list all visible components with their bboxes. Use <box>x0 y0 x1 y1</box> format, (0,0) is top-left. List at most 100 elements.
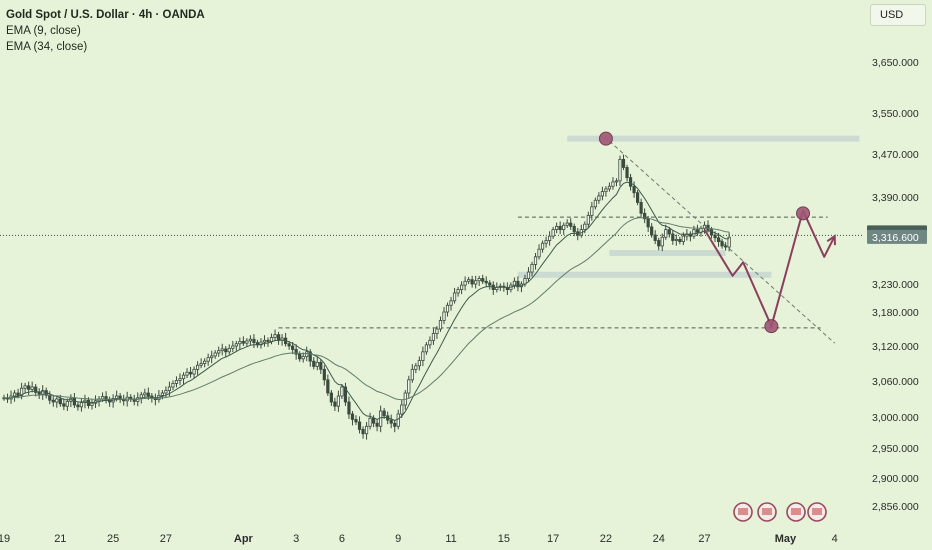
candle-body <box>643 212 647 220</box>
chart-legend: Gold Spot / U.S. Dollar · 4h · OANDA EMA… <box>6 7 205 55</box>
candle-body <box>37 391 41 395</box>
candle-body <box>72 397 76 406</box>
candle-body <box>445 304 450 313</box>
x-axis-label: 11 <box>445 533 456 545</box>
x-axis-label: Apr <box>234 533 254 545</box>
candle-body <box>681 235 685 242</box>
candle-body <box>65 400 69 407</box>
candle-body <box>167 386 172 391</box>
candle-body <box>713 234 717 239</box>
candle-body <box>484 280 488 284</box>
event-flag-icon <box>738 508 748 515</box>
candle-body <box>695 229 700 233</box>
currency-button[interactable]: USD <box>870 4 926 26</box>
candle-body <box>583 223 587 231</box>
candle-body <box>185 371 189 376</box>
candle-body <box>171 382 175 388</box>
candle-body <box>590 206 594 216</box>
x-axis-label: 22 <box>600 533 612 545</box>
candle-body <box>354 419 358 423</box>
candle-body <box>586 215 590 225</box>
ema-9-line <box>3 181 730 421</box>
y-axis-label: 3,060.000 <box>872 376 919 388</box>
candle-body <box>456 289 460 294</box>
candle-body <box>562 224 566 231</box>
candle-body <box>389 419 393 424</box>
candle-body <box>400 404 404 415</box>
candle-body <box>245 340 249 344</box>
candle-body <box>428 339 432 346</box>
candle-body <box>618 158 622 182</box>
candle-body <box>27 385 31 390</box>
x-axis-label: 19 <box>0 533 10 545</box>
candle-body <box>308 351 312 362</box>
candle-body <box>287 343 291 347</box>
projection-path <box>703 209 836 328</box>
candle-body <box>312 360 316 367</box>
y-axis-label: 3,470.000 <box>872 149 919 161</box>
candle-body <box>231 345 235 349</box>
candle-body <box>544 240 548 244</box>
candle-body <box>438 320 443 330</box>
candle-body <box>548 235 552 241</box>
candle-body <box>51 399 55 403</box>
candle-body <box>115 395 119 399</box>
x-axis-label: 4 <box>832 533 838 545</box>
candle-body <box>241 341 245 344</box>
candle-body <box>90 402 94 407</box>
candle-body <box>558 225 562 231</box>
candle-body <box>375 422 379 427</box>
symbol-title[interactable]: Gold Spot / U.S. Dollar · 4h · OANDA <box>6 9 205 21</box>
dashed-trend-line <box>609 140 836 344</box>
x-axis-label: 27 <box>160 533 172 545</box>
candle-body <box>442 311 446 321</box>
candle-body <box>414 365 418 370</box>
candle-body <box>533 256 538 265</box>
candle-body <box>692 229 696 237</box>
ema-fast-label[interactable]: EMA (9, close) <box>6 25 81 37</box>
candle-body <box>664 229 668 238</box>
pivot-marker <box>764 319 779 334</box>
candle-body <box>315 361 319 367</box>
ema-34-line <box>3 217 730 401</box>
ema-slow-label[interactable]: EMA (34, close) <box>6 41 88 53</box>
candle-body <box>364 425 369 435</box>
candle-body <box>671 233 675 241</box>
event-flag-icon <box>791 508 801 515</box>
candle-body <box>593 199 597 208</box>
candle-body <box>62 403 66 407</box>
candle-body <box>724 245 728 248</box>
candle-body <box>650 226 654 236</box>
candle-body <box>407 379 411 394</box>
candle-body <box>463 280 467 286</box>
candle-body <box>199 363 203 366</box>
candle-body <box>174 380 179 384</box>
candle-body <box>540 242 545 250</box>
support-zone <box>567 135 860 142</box>
candle-body <box>727 236 731 248</box>
candle-body <box>467 279 471 282</box>
candle-body <box>653 234 657 241</box>
x-axis-label: 6 <box>339 533 345 545</box>
candle-body <box>435 328 439 334</box>
candle-body <box>188 371 193 375</box>
candle-body <box>34 386 38 393</box>
x-axis-label: 27 <box>698 533 710 545</box>
pivot-marker <box>598 131 613 146</box>
candle-body <box>217 350 221 354</box>
candle-body <box>30 386 34 390</box>
x-axis-label: 17 <box>547 533 559 545</box>
candle-body <box>667 229 671 235</box>
candle-body <box>301 356 305 360</box>
support-zone <box>517 271 772 278</box>
candle-body <box>657 240 661 247</box>
candle-body <box>382 410 386 417</box>
candle-body <box>322 368 326 381</box>
candle-body <box>371 417 376 424</box>
y-axis-label: 3,180.000 <box>872 307 919 319</box>
candle-body <box>146 392 150 397</box>
price-tag <box>867 229 927 244</box>
candle-body <box>350 413 355 420</box>
